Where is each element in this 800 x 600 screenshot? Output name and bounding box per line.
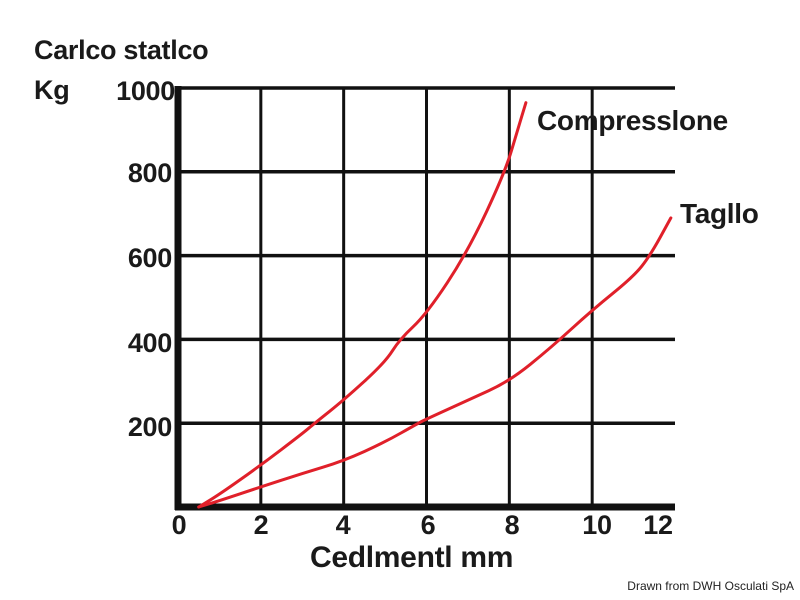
series-label-compressione: Compresslone [537, 105, 728, 136]
x-tick-4: 4 [335, 510, 351, 540]
x-tick-12: 12 [643, 510, 673, 540]
x-tick-10: 10 [582, 510, 612, 540]
line-compressione [197, 101, 528, 509]
credit-text: Drawn from DWH Osculati SpA [627, 579, 794, 593]
series-label-taglio: Tagllo [680, 198, 759, 229]
y-tick-800: 800 [127, 158, 172, 188]
x-tick-6: 6 [420, 510, 436, 540]
x-tick-2: 2 [253, 510, 269, 540]
x-tick-8: 8 [504, 510, 520, 540]
y-tick-600: 600 [127, 243, 172, 273]
y-axis-title: Carlco statlco Kg [34, 30, 209, 110]
x-tick-0: 0 [171, 510, 187, 540]
y-tick-200: 200 [127, 412, 172, 442]
x-axis-title: Cedlmentl mm [310, 541, 514, 574]
grid-lines [174, 86, 675, 511]
y-tick-1000: 1000 [116, 76, 175, 106]
data-lines [197, 101, 673, 509]
line-taglio [197, 216, 673, 509]
y-axis-title-line-1: Carlco statlco [34, 35, 209, 65]
y-axis-title-line-2: Kg [34, 75, 70, 105]
y-tick-400: 400 [127, 328, 172, 358]
